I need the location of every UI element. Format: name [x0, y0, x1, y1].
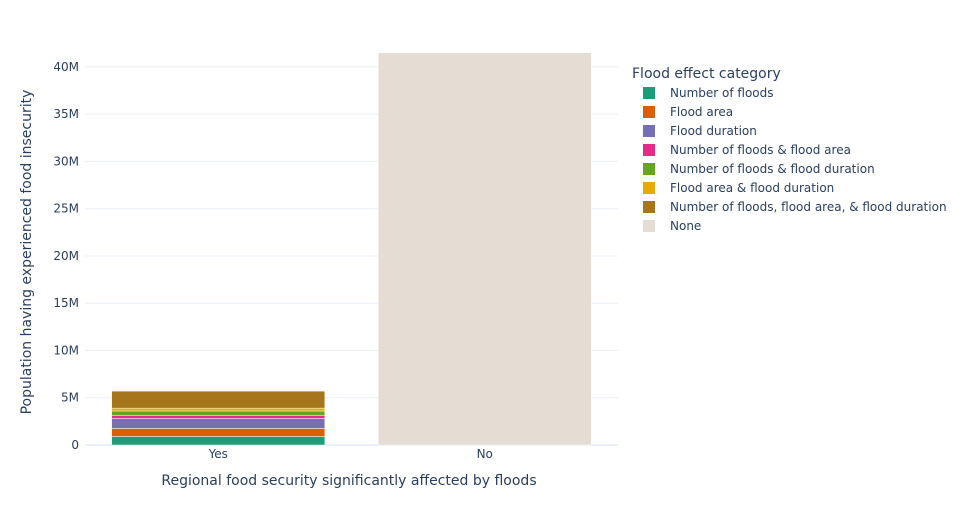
legend-swatch [643, 163, 655, 175]
legend-item[interactable]: None [643, 219, 701, 233]
y-axis-ticks: 0 5M 10M 15M 20M 25M 30M 35M 40M [53, 60, 79, 452]
legend-swatch [643, 106, 655, 118]
bar-segment[interactable] [111, 428, 326, 437]
legend-label: Number of floods & flood duration [670, 162, 875, 176]
y-tick-label: 30M [53, 154, 79, 168]
bars [111, 52, 592, 446]
legend-item[interactable]: Number of floods & flood duration [643, 162, 875, 176]
legend-item[interactable]: Flood duration [643, 124, 757, 138]
y-tick-label: 5M [61, 391, 79, 405]
x-axis-ticks: Yes No [208, 447, 493, 461]
legend-swatch [643, 182, 655, 194]
legend: Flood effect category Number of floods Fl… [632, 66, 947, 233]
y-axis-title: Population having experienced food insec… [19, 90, 35, 415]
bar-segment[interactable] [111, 415, 326, 419]
legend-label: Flood area & flood duration [670, 181, 834, 195]
y-tick-label: 20M [53, 249, 79, 263]
y-tick-label: 35M [53, 107, 79, 121]
bar-segment[interactable] [377, 52, 592, 446]
legend-item[interactable]: Flood area & flood duration [643, 181, 834, 195]
legend-item[interactable]: Flood area [643, 105, 733, 119]
legend-swatch [643, 144, 655, 156]
bar-segment[interactable] [111, 418, 326, 429]
legend-label: Number of floods, flood area, & flood du… [670, 200, 947, 214]
x-tick-label: Yes [208, 447, 228, 461]
legend-label: Flood area [670, 105, 733, 119]
y-tick-label: 0 [71, 438, 79, 452]
legend-label: Flood duration [670, 124, 757, 138]
legend-swatch [643, 220, 655, 232]
x-axis-title: Regional food security significantly aff… [161, 473, 536, 489]
legend-item[interactable]: Number of floods, flood area, & flood du… [643, 200, 947, 214]
bar-segment[interactable] [111, 436, 326, 446]
x-tick-label: No [477, 447, 493, 461]
bar-segment[interactable] [111, 390, 326, 409]
bar-segment[interactable] [111, 410, 326, 416]
legend-label: None [670, 219, 701, 233]
y-tick-label: 10M [53, 343, 79, 357]
y-tick-label: 15M [53, 296, 79, 310]
legend-items: Number of floods Flood area Flood duration… [643, 86, 947, 233]
legend-label: Number of floods & flood area [670, 143, 851, 157]
legend-item[interactable]: Number of floods [643, 86, 774, 100]
bar-segment[interactable] [111, 407, 326, 412]
legend-swatch [643, 87, 655, 99]
legend-swatch [643, 125, 655, 137]
legend-label: Number of floods [670, 86, 774, 100]
legend-title: Flood effect category [632, 66, 781, 82]
legend-swatch [643, 201, 655, 213]
y-tick-label: 40M [53, 60, 79, 74]
y-tick-label: 25M [53, 202, 79, 216]
legend-item[interactable]: Number of floods & flood area [643, 143, 851, 157]
